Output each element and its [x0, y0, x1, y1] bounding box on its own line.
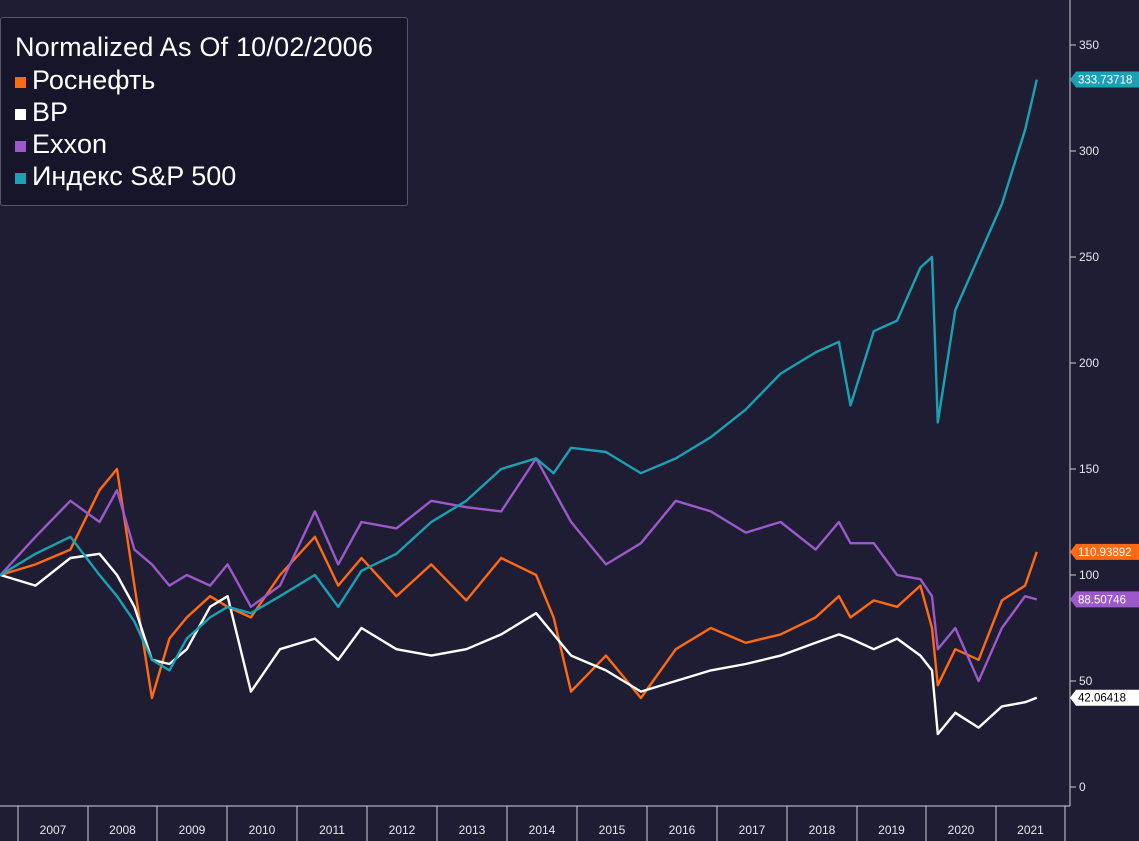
legend-item-rosneft: Роснефть [15, 64, 407, 96]
legend-item-bp: BP [15, 96, 407, 128]
x-tick-label: 2012 [389, 823, 416, 837]
last-value-label: 333.73718 [1078, 75, 1132, 87]
x-axis: 2007 2008 2009 2010 2011 2012 2013 2014 2015 2016… [0, 805, 1070, 841]
y-tick-label: 250 [1079, 250, 1099, 264]
legend-item-exxon: Exxon [15, 128, 407, 160]
y-tick-label: 0 [1079, 780, 1086, 794]
x-tick-label: 2015 [599, 823, 626, 837]
series-line-2 [0, 457, 1038, 683]
series-line-1 [0, 552, 1038, 736]
last-value-badge [1070, 689, 1139, 706]
y-tick-label: 100 [1079, 568, 1099, 582]
x-tick-label: 2008 [109, 823, 136, 837]
chart-title: Normalized As Of 10/02/2006 [15, 32, 374, 62]
y-tick-label: 150 [1079, 462, 1099, 476]
x-tick-label: 2016 [669, 823, 696, 837]
last-value-label: 42.06418 [1078, 693, 1126, 705]
x-tick-label: 2010 [249, 823, 276, 837]
last-value-label: 110.93892 [1078, 547, 1132, 559]
y-tick-label: 200 [1079, 356, 1099, 370]
x-tick-label: 2020 [948, 823, 975, 837]
last-value-badge [1070, 543, 1139, 560]
series-layer [0, 79, 1038, 736]
x-tick-label: 2007 [40, 823, 67, 837]
series-line-0 [0, 467, 1038, 700]
x-tick-label: 2021 [1017, 823, 1044, 837]
x-tick-label: 2018 [809, 823, 836, 837]
x-tick-label: 2017 [739, 823, 766, 837]
y-tick-label: 300 [1079, 144, 1099, 158]
last-value-label: 88.50746 [1078, 594, 1126, 606]
legend-swatch-sp500 [15, 172, 26, 184]
series-line-3 [0, 79, 1038, 672]
legend: Normalized As Of 10/02/2006 Роснефть BP … [0, 17, 408, 206]
legend-swatch-exxon [15, 140, 26, 152]
x-tick-label: 2013 [459, 823, 486, 837]
y-tick-label: 50 [1079, 674, 1093, 688]
last-value-badge [1070, 71, 1139, 88]
legend-swatch-bp [15, 108, 26, 120]
x-tick-label: 2009 [179, 823, 206, 837]
legend-label-bp: BP [32, 97, 69, 127]
legend-label-sp500: Индекс S&P 500 [32, 161, 237, 191]
x-tick-label: 2011 [319, 823, 345, 837]
x-tick-label: 2014 [529, 823, 556, 837]
y-axis: 0 50 100 150 200 250 300 350 [1070, 38, 1099, 794]
y-tick-label: 350 [1079, 38, 1099, 52]
x-tick-label: 2019 [878, 823, 905, 837]
last-value-labels: 110.93892 42.06418 88.50746 333.73718 [1070, 71, 1139, 706]
legend-label-exxon: Exxon [32, 129, 108, 159]
legend-swatch-rosneft [15, 76, 26, 88]
legend-item-sp500: Индекс S&P 500 [15, 160, 407, 192]
legend-label-rosneft: Роснефть [32, 65, 156, 95]
last-value-badge [1070, 591, 1139, 608]
